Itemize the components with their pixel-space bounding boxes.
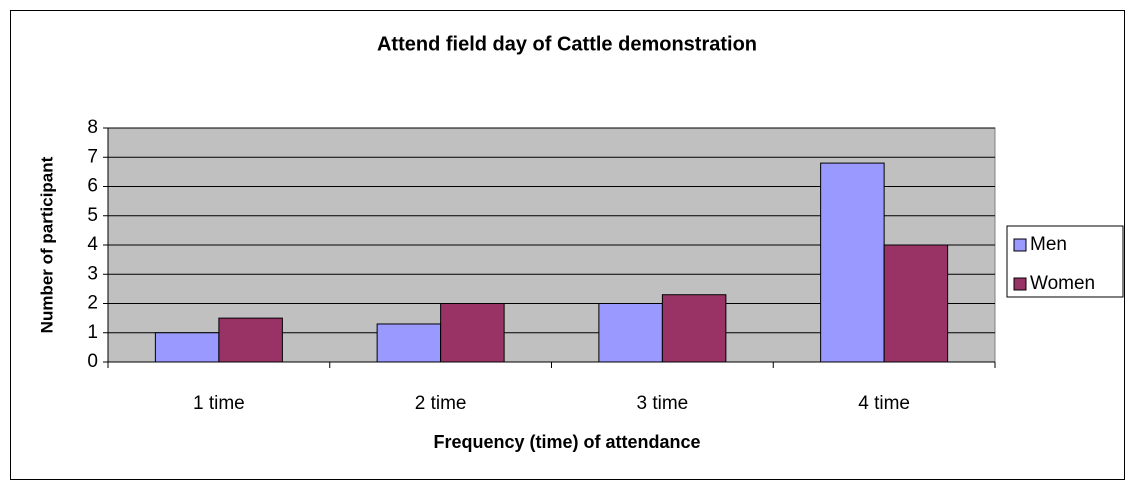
legend-label: Women <box>1030 273 1095 294</box>
y-tick-label: 4 <box>87 234 98 255</box>
bar <box>440 303 505 363</box>
legend-swatch <box>1013 277 1027 291</box>
bar <box>218 317 283 363</box>
x-axis-label: Frequency (time) of attendance <box>433 432 700 452</box>
y-axis-label: Number of participant <box>37 156 56 333</box>
y-tick-label: 3 <box>87 263 98 284</box>
y-tick-label: 0 <box>87 351 98 372</box>
chart-title: Attend field day of Cattle demonstration <box>377 33 757 55</box>
plot-area: 0 1 2 3 4 5 6 7 8 1 time 2 time 3 time 4 time <box>87 117 996 414</box>
bar <box>376 323 442 363</box>
y-tick-label: 8 <box>87 117 98 138</box>
legend-swatch <box>1013 238 1027 252</box>
y-tick-label: 5 <box>87 205 98 226</box>
x-tick-label: 1 time <box>193 393 245 414</box>
bar <box>883 244 949 363</box>
bar <box>598 303 663 363</box>
legend-label: Men <box>1030 234 1067 255</box>
legend: Men Women <box>1006 225 1124 298</box>
x-tick-label: 4 time <box>858 393 910 414</box>
bar <box>154 332 220 363</box>
bar <box>661 294 727 363</box>
x-tick-label: 3 time <box>637 393 689 414</box>
x-tick-label: 2 time <box>415 393 467 414</box>
y-tick-label: 2 <box>87 293 98 314</box>
y-tick-label: 6 <box>87 176 98 197</box>
bar <box>820 162 885 363</box>
y-tick-label: 7 <box>87 146 98 167</box>
y-tick-label: 1 <box>87 322 98 343</box>
